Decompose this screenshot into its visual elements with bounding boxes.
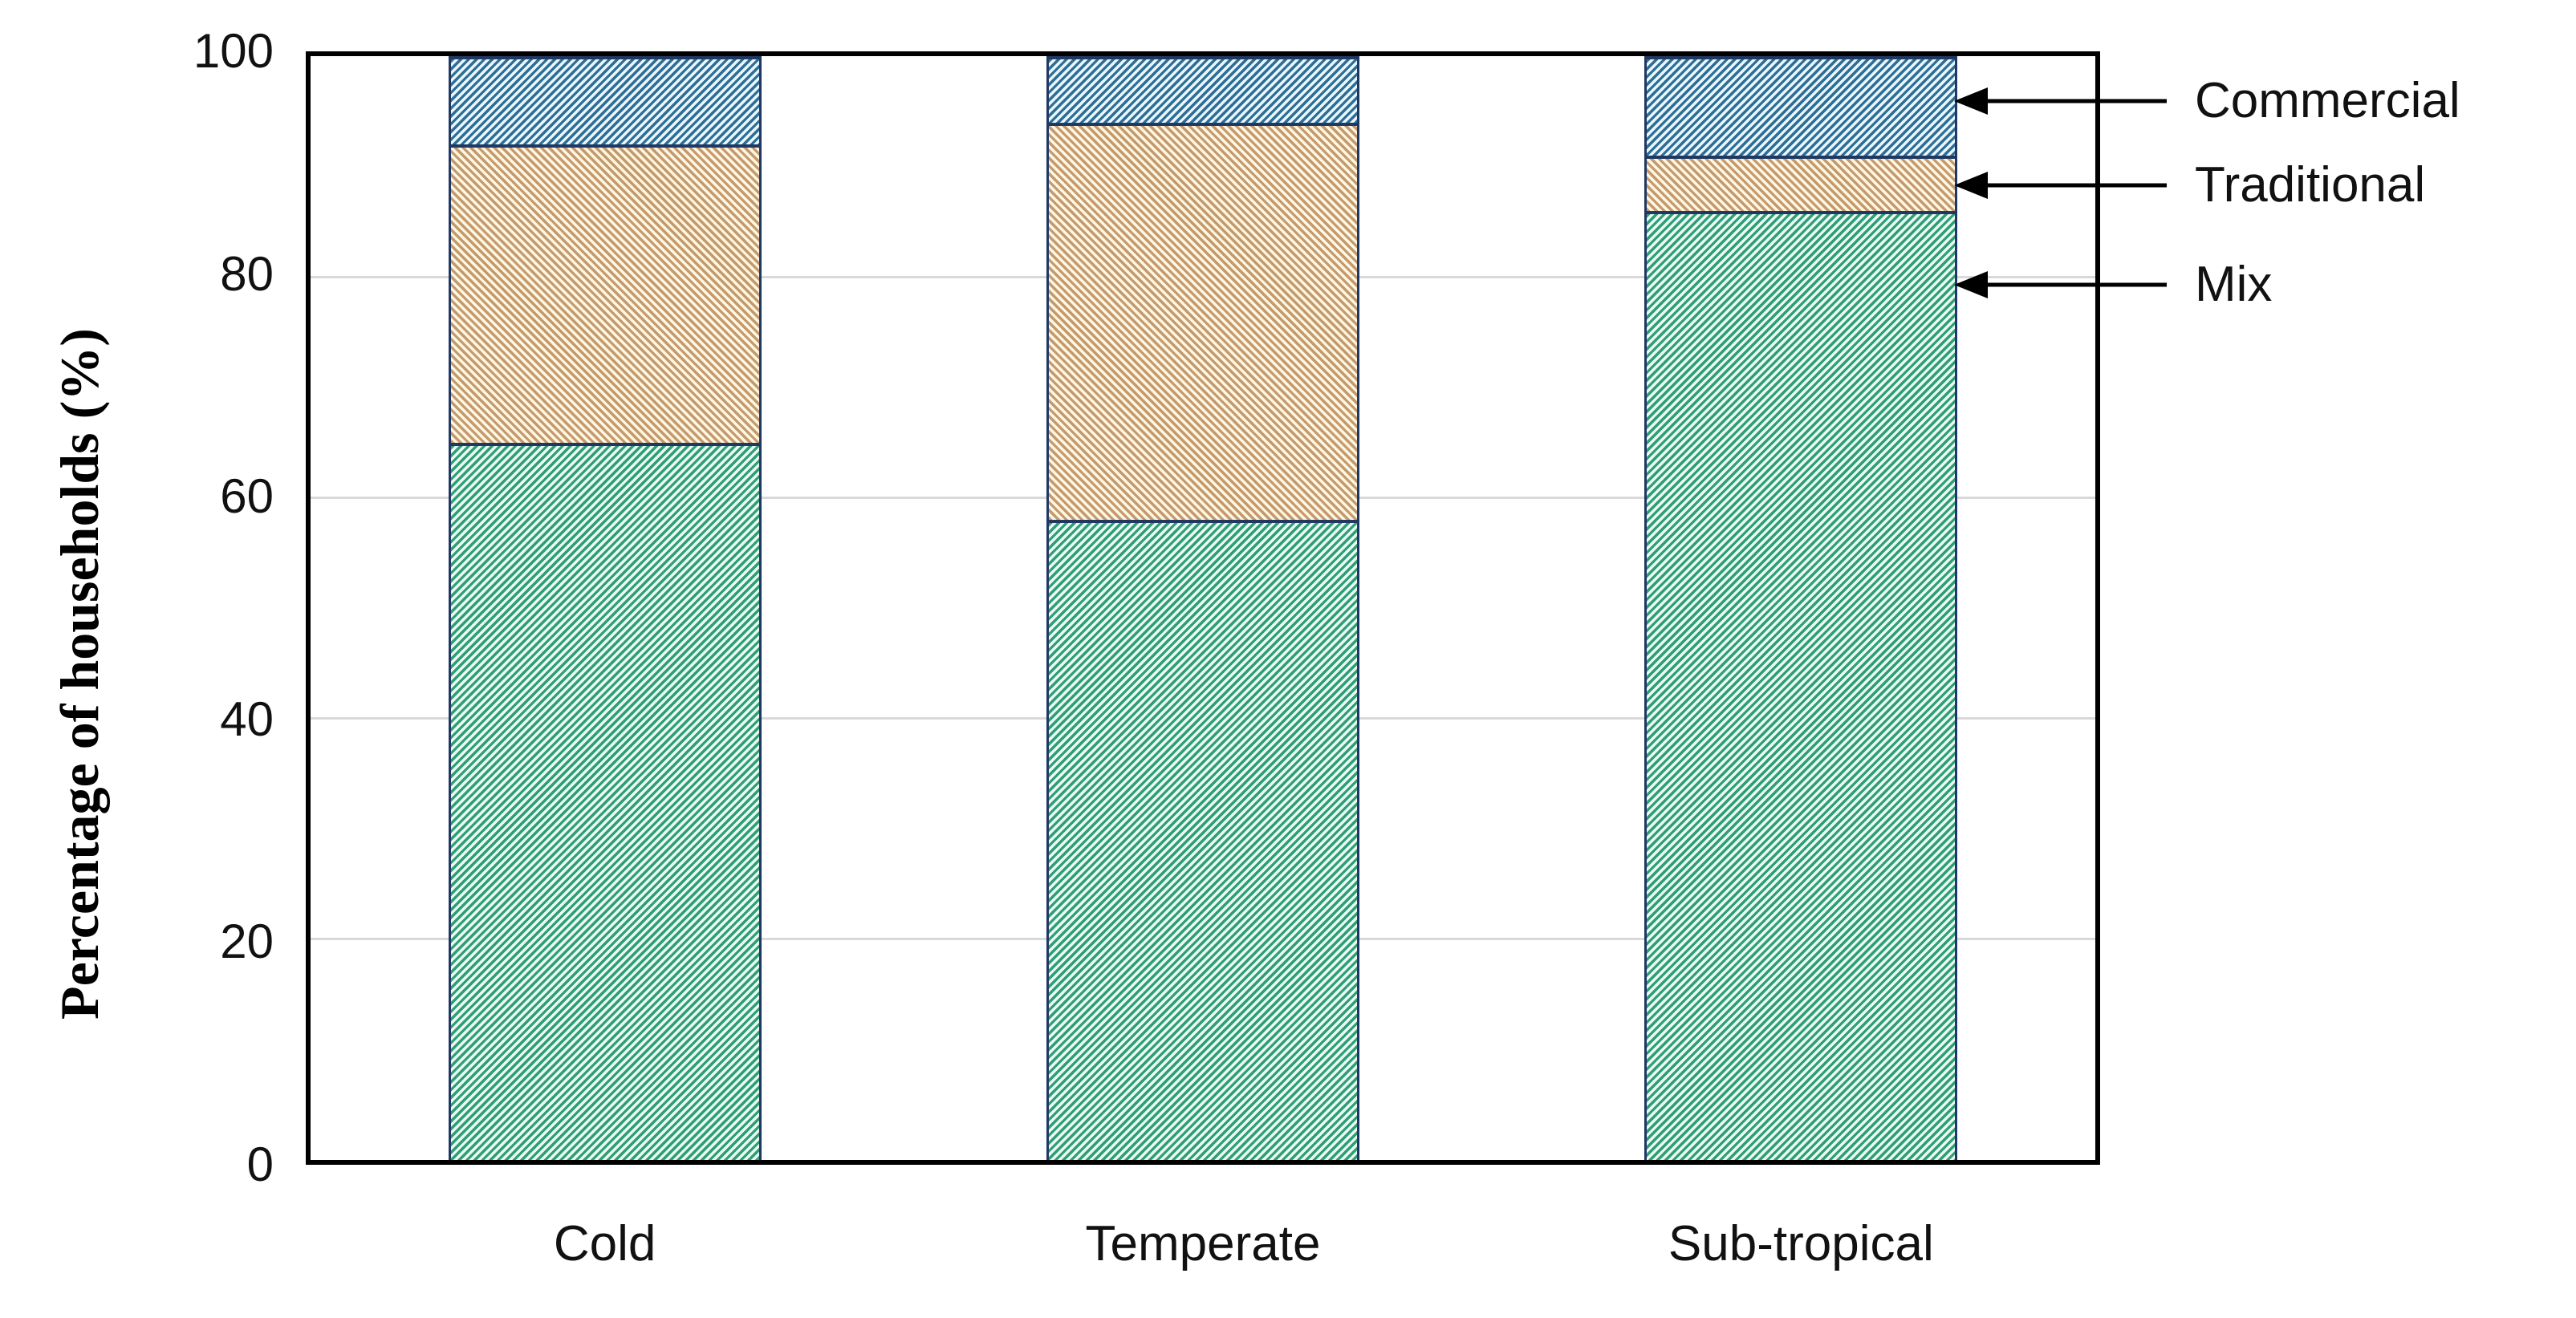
segment-sub-tropical-mix <box>1644 210 1958 1160</box>
y-tick-label-40: 40 <box>220 691 274 746</box>
arrow-line-traditional <box>1985 183 2167 188</box>
y-tick-label-0: 0 <box>246 1138 274 1191</box>
segment-cold-mix <box>448 442 762 1160</box>
series-label-commercial: Commercial <box>2195 73 2460 129</box>
segment-temperate-mix <box>1046 519 1359 1160</box>
y-tick-label-100: 100 <box>193 24 274 78</box>
series-label-traditional: Traditional <box>2195 156 2426 213</box>
x-category-label-cold: Cold <box>553 1216 656 1271</box>
segment-cold-traditional <box>448 144 762 443</box>
arrow-head-commercial <box>1954 87 1989 116</box>
y-tick-label-60: 60 <box>220 469 274 524</box>
arrow-head-traditional <box>1954 171 1989 199</box>
segment-cold-commercial <box>448 56 762 145</box>
segment-temperate-commercial <box>1046 56 1359 123</box>
y-axis-title-text: Percentage of households (%) <box>49 328 110 1020</box>
segment-sub-tropical-commercial <box>1644 56 1958 156</box>
x-category-label-sub-tropical: Sub-tropical <box>1668 1216 1934 1271</box>
arrow-line-commercial <box>1985 99 2167 103</box>
y-tick-label-80: 80 <box>220 246 274 301</box>
series-label-mix: Mix <box>2195 257 2273 313</box>
segment-temperate-traditional <box>1046 122 1359 520</box>
y-tick-label-20: 20 <box>220 914 274 969</box>
bar-sub-tropical <box>1644 56 1958 1160</box>
arrow-line-mix <box>1985 282 2167 287</box>
arrow-head-mix <box>1954 271 1989 299</box>
bar-cold <box>448 56 762 1160</box>
plot-area <box>306 51 2100 1165</box>
segment-sub-tropical-traditional <box>1644 155 1958 211</box>
bar-temperate <box>1046 56 1359 1160</box>
x-category-label-temperate: Temperate <box>1085 1216 1321 1271</box>
